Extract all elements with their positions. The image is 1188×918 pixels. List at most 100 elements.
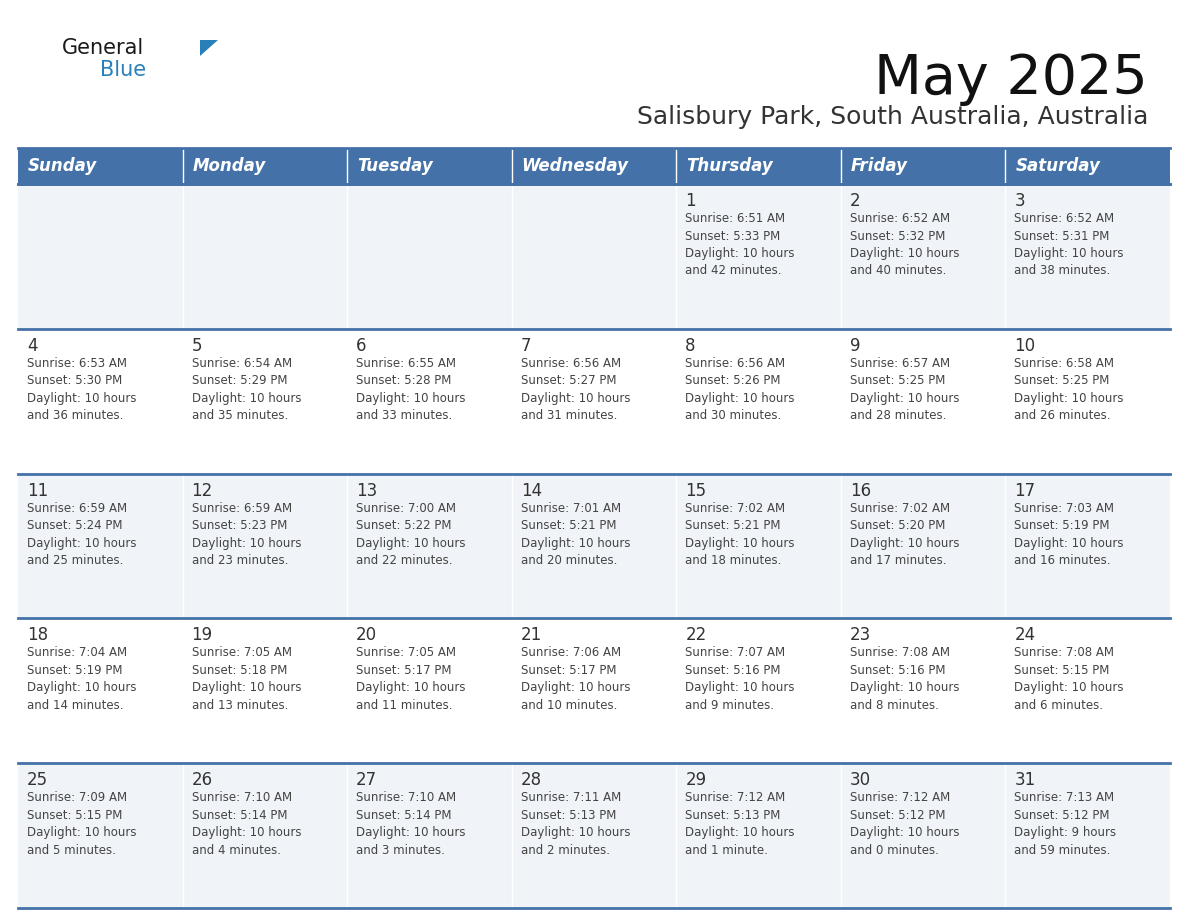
Bar xyxy=(512,619,676,763)
Text: Blue: Blue xyxy=(100,60,146,80)
Bar xyxy=(1005,184,1170,329)
Bar xyxy=(512,148,676,184)
Text: Saturday: Saturday xyxy=(1016,157,1100,175)
Text: Sunrise: 7:05 AM
Sunset: 5:17 PM
Daylight: 10 hours
and 11 minutes.: Sunrise: 7:05 AM Sunset: 5:17 PM Dayligh… xyxy=(356,646,466,711)
Text: Sunrise: 6:52 AM
Sunset: 5:31 PM
Daylight: 10 hours
and 38 minutes.: Sunrise: 6:52 AM Sunset: 5:31 PM Dayligh… xyxy=(1015,212,1124,277)
Text: Sunrise: 7:10 AM
Sunset: 5:14 PM
Daylight: 10 hours
and 3 minutes.: Sunrise: 7:10 AM Sunset: 5:14 PM Dayligh… xyxy=(356,791,466,856)
Text: Sunrise: 7:12 AM
Sunset: 5:12 PM
Daylight: 10 hours
and 0 minutes.: Sunrise: 7:12 AM Sunset: 5:12 PM Dayligh… xyxy=(849,791,960,856)
Text: Sunrise: 6:56 AM
Sunset: 5:27 PM
Daylight: 10 hours
and 31 minutes.: Sunrise: 6:56 AM Sunset: 5:27 PM Dayligh… xyxy=(520,357,630,422)
Bar xyxy=(676,619,841,763)
Text: Sunrise: 6:59 AM
Sunset: 5:23 PM
Daylight: 10 hours
and 23 minutes.: Sunrise: 6:59 AM Sunset: 5:23 PM Dayligh… xyxy=(191,501,301,567)
Text: 12: 12 xyxy=(191,482,213,499)
Text: 23: 23 xyxy=(849,626,871,644)
Text: 13: 13 xyxy=(356,482,378,499)
Bar xyxy=(841,474,1005,619)
Text: Sunrise: 6:59 AM
Sunset: 5:24 PM
Daylight: 10 hours
and 25 minutes.: Sunrise: 6:59 AM Sunset: 5:24 PM Dayligh… xyxy=(27,501,137,567)
Text: Sunrise: 7:03 AM
Sunset: 5:19 PM
Daylight: 10 hours
and 16 minutes.: Sunrise: 7:03 AM Sunset: 5:19 PM Dayligh… xyxy=(1015,501,1124,567)
Text: 3: 3 xyxy=(1015,192,1025,210)
Polygon shape xyxy=(200,40,219,56)
Text: Sunrise: 7:00 AM
Sunset: 5:22 PM
Daylight: 10 hours
and 22 minutes.: Sunrise: 7:00 AM Sunset: 5:22 PM Dayligh… xyxy=(356,501,466,567)
Text: Sunrise: 7:11 AM
Sunset: 5:13 PM
Daylight: 10 hours
and 2 minutes.: Sunrise: 7:11 AM Sunset: 5:13 PM Dayligh… xyxy=(520,791,630,856)
Text: Sunrise: 7:08 AM
Sunset: 5:15 PM
Daylight: 10 hours
and 6 minutes.: Sunrise: 7:08 AM Sunset: 5:15 PM Dayligh… xyxy=(1015,646,1124,711)
Bar xyxy=(18,474,183,619)
Text: 19: 19 xyxy=(191,626,213,644)
Bar xyxy=(676,184,841,329)
Bar xyxy=(183,619,347,763)
Text: Sunrise: 6:56 AM
Sunset: 5:26 PM
Daylight: 10 hours
and 30 minutes.: Sunrise: 6:56 AM Sunset: 5:26 PM Dayligh… xyxy=(685,357,795,422)
Bar xyxy=(18,619,183,763)
Bar xyxy=(347,148,512,184)
Text: 4: 4 xyxy=(27,337,38,354)
Text: 7: 7 xyxy=(520,337,531,354)
Text: 31: 31 xyxy=(1015,771,1036,789)
Text: Sunrise: 6:58 AM
Sunset: 5:25 PM
Daylight: 10 hours
and 26 minutes.: Sunrise: 6:58 AM Sunset: 5:25 PM Dayligh… xyxy=(1015,357,1124,422)
Text: Sunrise: 7:08 AM
Sunset: 5:16 PM
Daylight: 10 hours
and 8 minutes.: Sunrise: 7:08 AM Sunset: 5:16 PM Dayligh… xyxy=(849,646,960,711)
Text: 11: 11 xyxy=(27,482,49,499)
Bar xyxy=(183,474,347,619)
Bar xyxy=(1005,763,1170,908)
Bar xyxy=(18,184,183,329)
Text: 25: 25 xyxy=(27,771,49,789)
Bar xyxy=(18,329,183,474)
Text: 22: 22 xyxy=(685,626,707,644)
Bar xyxy=(841,184,1005,329)
Bar xyxy=(1005,148,1170,184)
Bar xyxy=(676,763,841,908)
Bar xyxy=(512,184,676,329)
Text: Sunrise: 7:13 AM
Sunset: 5:12 PM
Daylight: 9 hours
and 59 minutes.: Sunrise: 7:13 AM Sunset: 5:12 PM Dayligh… xyxy=(1015,791,1117,856)
Bar xyxy=(183,148,347,184)
Text: 1: 1 xyxy=(685,192,696,210)
Bar xyxy=(347,474,512,619)
Bar xyxy=(841,329,1005,474)
Text: Sunrise: 6:55 AM
Sunset: 5:28 PM
Daylight: 10 hours
and 33 minutes.: Sunrise: 6:55 AM Sunset: 5:28 PM Dayligh… xyxy=(356,357,466,422)
Text: Sunrise: 6:52 AM
Sunset: 5:32 PM
Daylight: 10 hours
and 40 minutes.: Sunrise: 6:52 AM Sunset: 5:32 PM Dayligh… xyxy=(849,212,960,277)
Text: 27: 27 xyxy=(356,771,378,789)
Bar xyxy=(347,329,512,474)
Text: 6: 6 xyxy=(356,337,367,354)
Text: 20: 20 xyxy=(356,626,378,644)
Text: Sunrise: 7:04 AM
Sunset: 5:19 PM
Daylight: 10 hours
and 14 minutes.: Sunrise: 7:04 AM Sunset: 5:19 PM Dayligh… xyxy=(27,646,137,711)
Text: 10: 10 xyxy=(1015,337,1036,354)
Bar xyxy=(18,148,183,184)
Text: Thursday: Thursday xyxy=(687,157,773,175)
Text: Sunrise: 7:07 AM
Sunset: 5:16 PM
Daylight: 10 hours
and 9 minutes.: Sunrise: 7:07 AM Sunset: 5:16 PM Dayligh… xyxy=(685,646,795,711)
Text: 28: 28 xyxy=(520,771,542,789)
Text: 18: 18 xyxy=(27,626,49,644)
Text: 8: 8 xyxy=(685,337,696,354)
Text: Sunrise: 7:06 AM
Sunset: 5:17 PM
Daylight: 10 hours
and 10 minutes.: Sunrise: 7:06 AM Sunset: 5:17 PM Dayligh… xyxy=(520,646,630,711)
Text: Sunrise: 7:01 AM
Sunset: 5:21 PM
Daylight: 10 hours
and 20 minutes.: Sunrise: 7:01 AM Sunset: 5:21 PM Dayligh… xyxy=(520,501,630,567)
Text: 5: 5 xyxy=(191,337,202,354)
Bar xyxy=(676,329,841,474)
Bar xyxy=(347,763,512,908)
Text: Sunrise: 7:05 AM
Sunset: 5:18 PM
Daylight: 10 hours
and 13 minutes.: Sunrise: 7:05 AM Sunset: 5:18 PM Dayligh… xyxy=(191,646,301,711)
Bar xyxy=(676,148,841,184)
Text: May 2025: May 2025 xyxy=(874,52,1148,106)
Text: Sunrise: 6:57 AM
Sunset: 5:25 PM
Daylight: 10 hours
and 28 minutes.: Sunrise: 6:57 AM Sunset: 5:25 PM Dayligh… xyxy=(849,357,960,422)
Bar xyxy=(512,329,676,474)
Bar xyxy=(183,184,347,329)
Text: Sunrise: 6:51 AM
Sunset: 5:33 PM
Daylight: 10 hours
and 42 minutes.: Sunrise: 6:51 AM Sunset: 5:33 PM Dayligh… xyxy=(685,212,795,277)
Bar xyxy=(512,763,676,908)
Text: Sunrise: 7:10 AM
Sunset: 5:14 PM
Daylight: 10 hours
and 4 minutes.: Sunrise: 7:10 AM Sunset: 5:14 PM Dayligh… xyxy=(191,791,301,856)
Bar xyxy=(1005,619,1170,763)
Text: General: General xyxy=(62,38,144,58)
Text: Wednesday: Wednesday xyxy=(522,157,628,175)
Text: Sunrise: 7:12 AM
Sunset: 5:13 PM
Daylight: 10 hours
and 1 minute.: Sunrise: 7:12 AM Sunset: 5:13 PM Dayligh… xyxy=(685,791,795,856)
Text: Sunrise: 6:54 AM
Sunset: 5:29 PM
Daylight: 10 hours
and 35 minutes.: Sunrise: 6:54 AM Sunset: 5:29 PM Dayligh… xyxy=(191,357,301,422)
Text: 24: 24 xyxy=(1015,626,1036,644)
Text: 26: 26 xyxy=(191,771,213,789)
Text: 9: 9 xyxy=(849,337,860,354)
Bar xyxy=(512,474,676,619)
Text: 30: 30 xyxy=(849,771,871,789)
Bar xyxy=(841,148,1005,184)
Text: Tuesday: Tuesday xyxy=(358,157,432,175)
Bar xyxy=(347,184,512,329)
Bar xyxy=(841,619,1005,763)
Text: Sunrise: 6:53 AM
Sunset: 5:30 PM
Daylight: 10 hours
and 36 minutes.: Sunrise: 6:53 AM Sunset: 5:30 PM Dayligh… xyxy=(27,357,137,422)
Bar xyxy=(676,474,841,619)
Bar xyxy=(347,619,512,763)
Text: 29: 29 xyxy=(685,771,707,789)
Text: Salisbury Park, South Australia, Australia: Salisbury Park, South Australia, Austral… xyxy=(637,105,1148,129)
Bar xyxy=(18,763,183,908)
Text: Monday: Monday xyxy=(192,157,266,175)
